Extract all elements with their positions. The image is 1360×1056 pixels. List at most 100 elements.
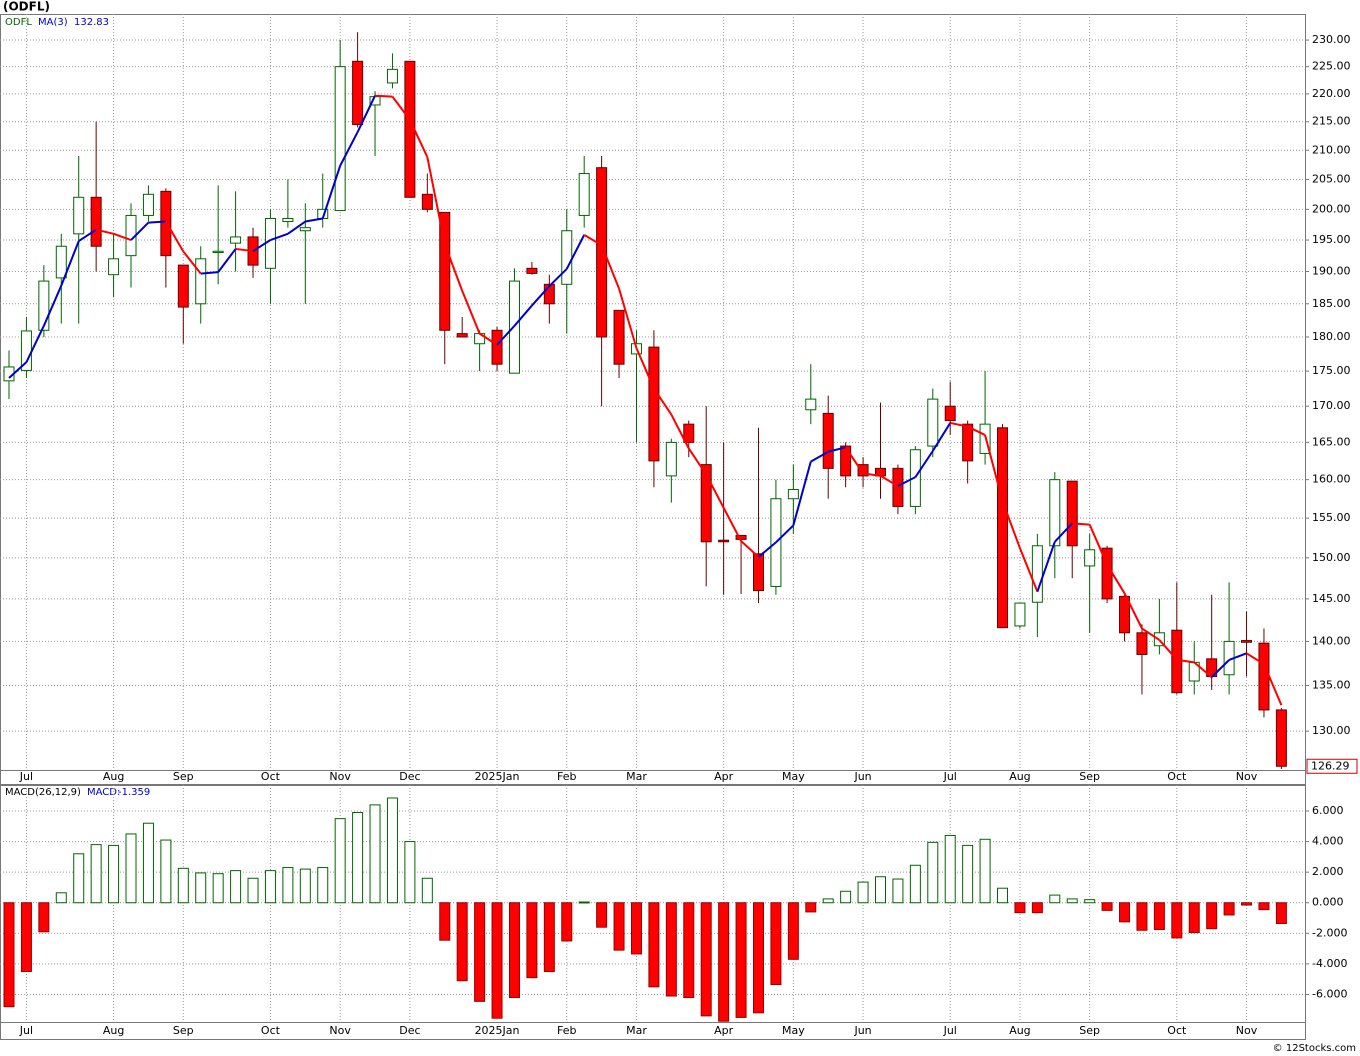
- chart-title: (ODFL): [3, 0, 50, 14]
- ma-line: [1088, 524, 1109, 565]
- ma-line: [1176, 658, 1195, 664]
- candle-body: [282, 217, 294, 223]
- y-tick-label: 145.00: [1312, 592, 1351, 605]
- candle-body: [648, 346, 660, 462]
- ma-line: [740, 540, 760, 558]
- macd-bar: [1258, 902, 1270, 911]
- candle-body: [997, 427, 1009, 629]
- last-price-label: 126.29: [1311, 759, 1350, 772]
- macd-bar: [299, 868, 311, 904]
- y-tick-label: 215.00: [1312, 115, 1351, 128]
- ma-line: [374, 94, 393, 98]
- y-tick-label: 160.00: [1312, 473, 1351, 486]
- macd-bar: [1136, 902, 1148, 931]
- ma-line: [8, 361, 28, 379]
- macd-bar: [735, 902, 747, 1018]
- macd-bar: [247, 877, 259, 904]
- candle-body: [90, 196, 102, 247]
- ma-line: [391, 96, 411, 121]
- candle-body: [108, 258, 120, 276]
- x-tick-label: Dec: [399, 770, 420, 783]
- macd-bar: [20, 902, 32, 973]
- ma-line: [130, 221, 150, 241]
- macd-bar: [1241, 902, 1253, 906]
- candle-body: [491, 329, 503, 365]
- macd-bar: [38, 902, 50, 933]
- macd-bar: [665, 902, 677, 997]
- candle-body: [230, 236, 242, 244]
- ma-line: [496, 325, 516, 346]
- macd-bar: [683, 902, 695, 999]
- ma-line: [862, 472, 881, 477]
- ma-line: [235, 247, 254, 253]
- macd-bar: [630, 902, 642, 955]
- ma-line: [408, 119, 429, 158]
- candle-body: [55, 245, 67, 279]
- macd-bar: [944, 834, 956, 904]
- ma-line: [1210, 659, 1230, 678]
- y-tick-label: 130.00: [1312, 724, 1351, 737]
- x-tick-label: Jul: [19, 770, 33, 783]
- y-tick-label: -2.000: [1312, 926, 1347, 939]
- candle-body: [299, 227, 311, 232]
- x-tick-label: Sep: [173, 1024, 194, 1037]
- candle-body: [683, 423, 695, 443]
- y-tick-label: 190.00: [1312, 264, 1351, 277]
- x-tick-label: Jun: [853, 770, 871, 783]
- candle-body: [787, 489, 799, 500]
- ma-line: [200, 271, 219, 275]
- ma-line: [321, 165, 342, 219]
- y-tick-label: 155.00: [1312, 511, 1351, 524]
- x-tick-label: Jul: [19, 1024, 33, 1037]
- y-tick-label: 195.00: [1312, 233, 1351, 246]
- macd-bar: [369, 804, 381, 904]
- macd-bar: [1188, 902, 1200, 934]
- macd-bar: [264, 870, 276, 904]
- ma-line: [1019, 547, 1039, 593]
- ma-line: [984, 434, 1004, 502]
- x-tick-label: Nov: [1236, 770, 1258, 783]
- x-tick-label: Aug: [103, 1024, 124, 1037]
- y-tick-label: 165.00: [1312, 435, 1351, 448]
- macd-bar: [543, 902, 555, 973]
- macd-bar: [1275, 902, 1287, 925]
- candle-body: [927, 398, 939, 447]
- ma-line: [217, 248, 237, 273]
- x-tick-label: Dec: [399, 1024, 420, 1037]
- ma-line: [1054, 522, 1073, 543]
- ma-line: [513, 304, 533, 327]
- candle-body: [73, 196, 85, 235]
- macd-bar: [892, 878, 904, 904]
- ma-line: [775, 524, 795, 544]
- macd-bar: [1031, 902, 1043, 914]
- candle-body: [421, 193, 433, 210]
- ma-line: [844, 446, 864, 474]
- ma-line: [1193, 661, 1213, 678]
- candle-body: [561, 230, 573, 285]
- x-tick-label: Apr: [714, 770, 734, 783]
- x-tick-label: 2025Jan: [475, 1024, 520, 1037]
- macd-legend-value: -1.359: [118, 787, 150, 798]
- macd-bar: [613, 902, 625, 951]
- x-tick-label: Mar: [626, 770, 647, 783]
- ma-line: [792, 461, 812, 526]
- x-tick-label: Nov: [329, 770, 351, 783]
- candle-body: [944, 405, 956, 422]
- candle-body: [1136, 632, 1148, 655]
- ma-line: [339, 131, 359, 167]
- macd-bar: [1049, 894, 1061, 904]
- candle-body: [1258, 642, 1270, 711]
- macd-bar: [648, 902, 660, 988]
- macd-bar: [578, 901, 590, 904]
- candle-body: [665, 441, 677, 477]
- ma-line: [722, 507, 742, 542]
- candle-body: [177, 264, 189, 308]
- x-tick-label: Oct: [261, 770, 281, 783]
- y-tick-label: -6.000: [1312, 987, 1347, 1000]
- macd-bar: [508, 902, 520, 999]
- ma-line: [914, 450, 934, 478]
- ma-line: [461, 290, 481, 334]
- ma-line: [879, 475, 899, 487]
- candle-body: [840, 445, 852, 477]
